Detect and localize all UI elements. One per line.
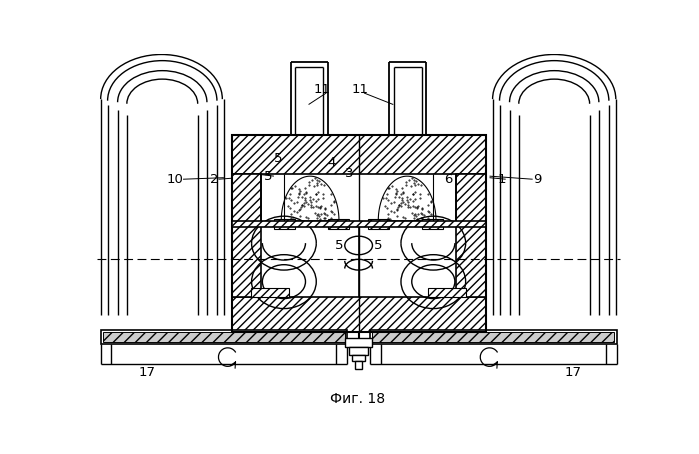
Bar: [231, 135, 486, 332]
Polygon shape: [231, 174, 261, 297]
Polygon shape: [281, 176, 339, 221]
Bar: [350, 347, 368, 355]
Bar: [421, 219, 443, 228]
Bar: [368, 219, 389, 228]
Text: 5: 5: [273, 152, 282, 165]
Text: Фиг. 18: Фиг. 18: [331, 392, 385, 406]
Text: 9: 9: [533, 173, 542, 186]
Bar: [101, 330, 347, 344]
Text: 4: 4: [328, 156, 336, 169]
Bar: [428, 288, 466, 297]
Polygon shape: [231, 135, 486, 174]
Text: 6: 6: [444, 173, 452, 186]
Polygon shape: [456, 174, 486, 297]
Bar: [251, 288, 289, 297]
Text: 1: 1: [498, 173, 506, 186]
Text: 5: 5: [264, 170, 272, 183]
Text: 17: 17: [138, 366, 155, 379]
Bar: [345, 338, 373, 347]
Bar: [274, 219, 296, 228]
Text: 5: 5: [335, 239, 344, 252]
Bar: [373, 332, 614, 342]
Bar: [370, 330, 617, 344]
Text: 2: 2: [210, 173, 218, 186]
Polygon shape: [231, 297, 486, 332]
Text: 11: 11: [352, 83, 368, 96]
Bar: [231, 221, 486, 227]
Text: 11: 11: [314, 83, 331, 96]
Text: 3: 3: [345, 168, 354, 180]
Bar: [355, 361, 363, 369]
Bar: [328, 219, 350, 228]
Bar: [352, 355, 365, 361]
Bar: [103, 332, 345, 342]
Text: 5: 5: [374, 239, 382, 252]
Text: 10: 10: [167, 173, 184, 186]
Polygon shape: [378, 176, 436, 221]
Text: 17: 17: [564, 366, 581, 379]
